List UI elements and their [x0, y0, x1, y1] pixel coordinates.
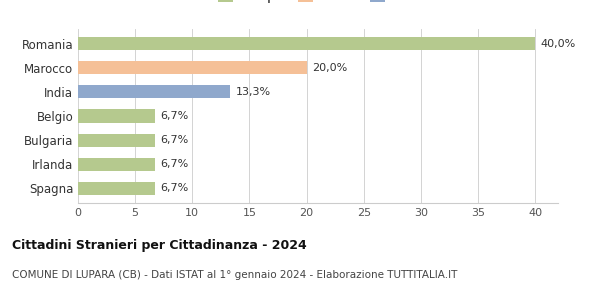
Text: Cittadini Stranieri per Cittadinanza - 2024: Cittadini Stranieri per Cittadinanza - 2… [12, 239, 307, 252]
Text: COMUNE DI LUPARA (CB) - Dati ISTAT al 1° gennaio 2024 - Elaborazione TUTTITALIA.: COMUNE DI LUPARA (CB) - Dati ISTAT al 1°… [12, 270, 457, 280]
Text: 13,3%: 13,3% [236, 87, 271, 97]
Bar [78, 85, 230, 99]
Text: 20,0%: 20,0% [312, 63, 347, 73]
Text: 6,7%: 6,7% [160, 184, 188, 193]
Legend: Europa, Africa, Asia: Europa, Africa, Asia [214, 0, 422, 7]
Text: 6,7%: 6,7% [160, 159, 188, 169]
Bar [78, 61, 307, 74]
Text: 6,7%: 6,7% [160, 111, 188, 121]
Bar [78, 182, 155, 195]
Bar [78, 37, 535, 50]
Text: 6,7%: 6,7% [160, 135, 188, 145]
Bar [78, 133, 155, 147]
Text: 40,0%: 40,0% [541, 39, 576, 48]
Bar [78, 158, 155, 171]
Bar [78, 109, 155, 123]
